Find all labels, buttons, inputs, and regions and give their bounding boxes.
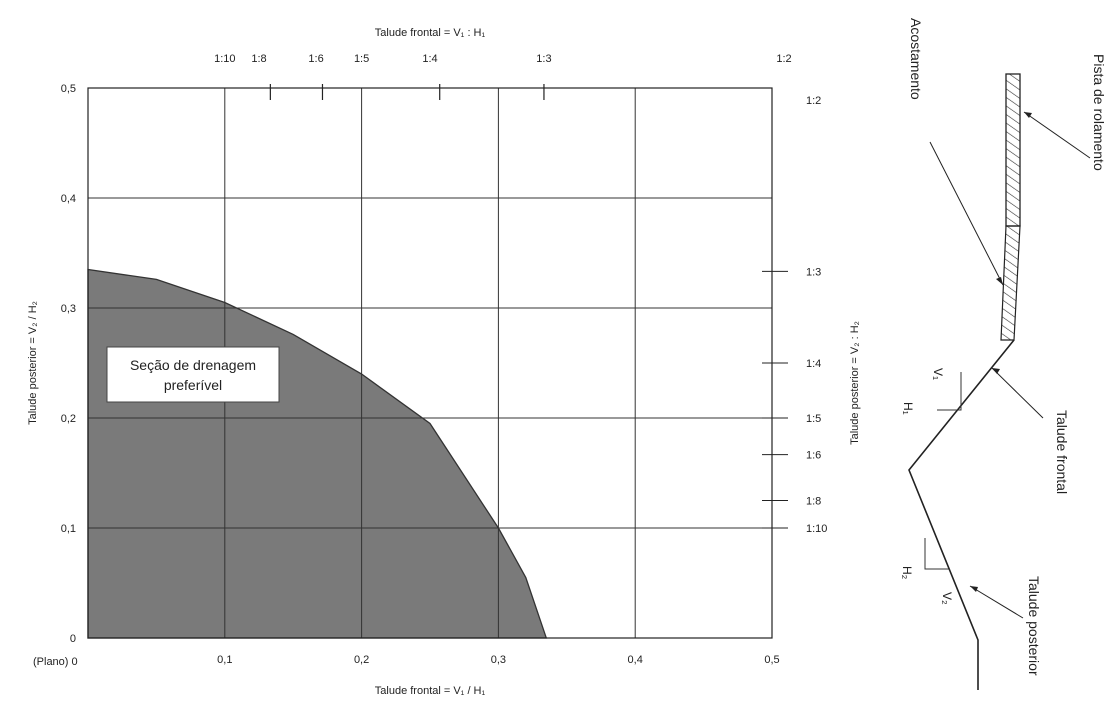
top-axis-tick-marks [269, 84, 545, 100]
right-tick-label-3: 1:5 [806, 413, 821, 425]
top-tick-label-3: 1:5 [354, 53, 369, 65]
front-slope-measure [937, 372, 962, 411]
acostamento-label: Acostamento [908, 18, 924, 100]
pista-arrowhead [1024, 112, 1032, 118]
talude-frontal-leader [991, 367, 1044, 419]
v1-label: V₁ [931, 368, 945, 380]
talude-frontal-arrowhead [992, 368, 1000, 374]
right-tick-label-0: 1:2 [806, 95, 821, 107]
top-axis-title: Talude frontal = V₁ : H₁ [375, 27, 486, 39]
y-tick-label-1: 0,1 [61, 523, 76, 535]
x-tick-label-2: 0,3 [491, 654, 506, 666]
x-origin-label: (Plano) 0 [33, 656, 78, 668]
x-axis-tick-labels: 0,1 0,2 0,3 0,4 0,5 [217, 654, 779, 666]
y-tick-label-5: 0,5 [61, 83, 76, 95]
top-tick-label-0: 1:10 [214, 53, 235, 65]
top-tick-label-6: 1:2 [776, 53, 791, 65]
cross-section-diagram: Acostamento Pista de rolamento Talude fr… [900, 18, 1107, 690]
y-axis-title: Talude posterior = V₂ / H₂ [27, 301, 39, 425]
pavement-block [1005, 73, 1021, 227]
acostamento-arrowhead [996, 277, 1003, 285]
grid-lines-over-region [88, 88, 772, 638]
x-tick-label-1: 0,2 [354, 654, 369, 666]
y-tick-label-3: 0,3 [61, 303, 76, 315]
y-tick-label-2: 0,2 [61, 413, 76, 425]
pista-leader [1023, 111, 1091, 159]
x-tick-label-3: 0,4 [628, 654, 643, 666]
top-tick-label-1: 1:8 [251, 53, 266, 65]
top-tick-label-5: 1:3 [536, 53, 551, 65]
back-slope-measure [924, 538, 950, 570]
pista-label: Pista de rolamento [1091, 54, 1107, 171]
right-axis-title: Talude posterior = V₂ : H₂ [849, 321, 861, 445]
talude-posterior-label: Talude posterior [1026, 576, 1042, 676]
x-axis-title: Talude frontal = V₁ / H₁ [375, 685, 486, 697]
y-tick-label-0: 0 [70, 633, 76, 645]
right-axis-tick-marks [762, 270, 788, 529]
talude-frontal-label: Talude frontal [1054, 410, 1070, 494]
x-tick-label-4: 0,5 [764, 654, 779, 666]
h2-label: H₂ [900, 566, 914, 580]
region-label-box [106, 346, 280, 403]
v2-label: V₂ [940, 592, 954, 605]
chart: 0,1 0,2 0,3 0,4 0,5 0 0,1 0,2 0,3 0,4 0,5 1:10 1:8… [27, 27, 861, 697]
top-tick-label-4: 1:4 [422, 53, 437, 65]
region-label-line2: preferível [164, 377, 222, 393]
region-label-line1: Seção de drenagem [130, 357, 256, 373]
y-axis-tick-labels: 0 0,1 0,2 0,3 0,4 0,5 [61, 83, 76, 645]
x-tick-label-0: 0,1 [217, 654, 232, 666]
right-tick-label-2: 1:4 [806, 358, 821, 370]
right-tick-label-5: 1:8 [806, 496, 821, 508]
right-tick-label-6: 1:10 [806, 523, 827, 535]
talude-posterior-arrowhead [970, 586, 978, 592]
acostamento-leader [929, 141, 1004, 286]
y-tick-label-4: 0,4 [61, 193, 76, 205]
right-tick-label-4: 1:6 [806, 450, 821, 462]
top-tick-label-2: 1:6 [308, 53, 323, 65]
h1-label: H₁ [901, 402, 915, 415]
talude-posterior-leader [969, 585, 1024, 619]
right-tick-label-1: 1:3 [806, 266, 821, 278]
top-axis-tick-labels: 1:10 1:8 1:6 1:5 1:4 1:3 1:2 [214, 53, 792, 65]
right-axis-tick-labels: 1:2 1:3 1:4 1:5 1:6 1:8 1:10 [806, 95, 827, 535]
